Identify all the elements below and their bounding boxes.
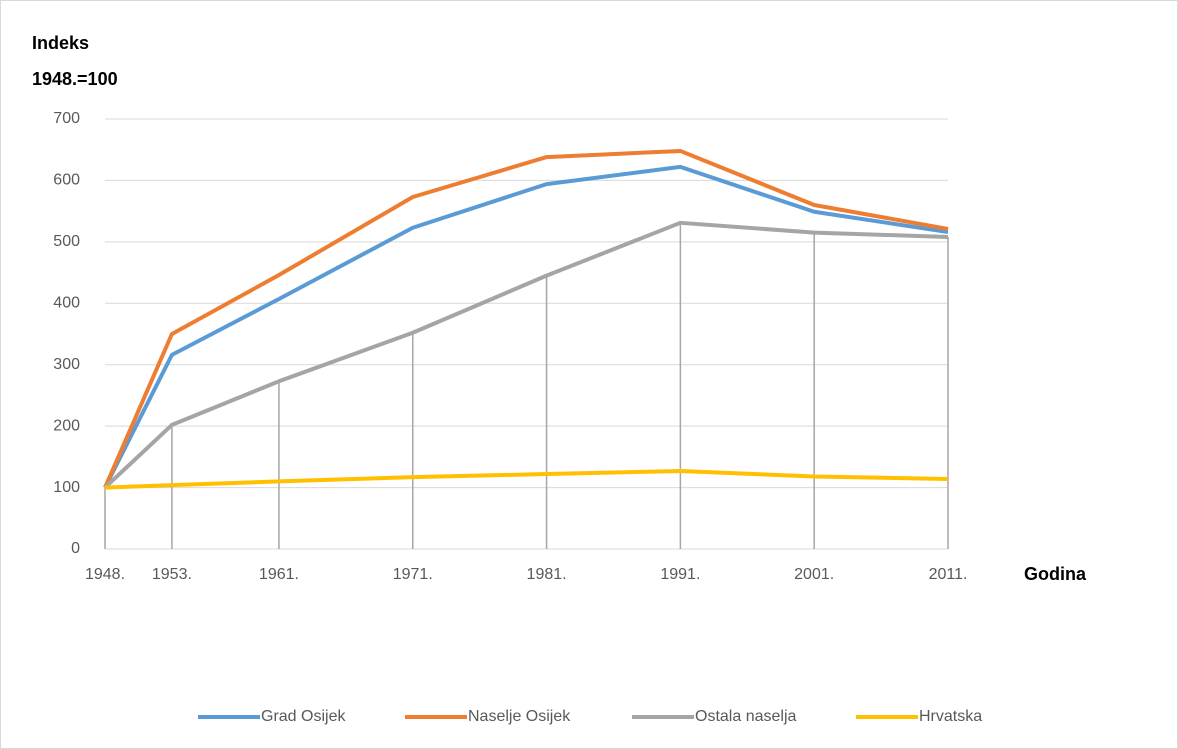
x-tick-label: 1971. (393, 566, 433, 583)
x-tick-label: 1953. (152, 566, 192, 583)
series-line (103, 148, 949, 489)
y-tick-label: 300 (53, 356, 80, 373)
x-tick-label: 2011. (929, 566, 968, 583)
x-tick-label: 1948. (85, 566, 125, 583)
y-tick-label: 0 (71, 540, 80, 557)
x-tick-label: 2001. (794, 566, 834, 583)
y-tick-label: 100 (53, 479, 80, 496)
y-axis-label: Indeks (32, 33, 89, 53)
y-tick-label: 600 (53, 172, 80, 189)
y-tick-label: 400 (53, 295, 80, 312)
series-line (103, 220, 949, 490)
y-tick-label: 200 (53, 417, 80, 434)
series-line (104, 468, 949, 490)
y-tick-label: 500 (53, 233, 80, 250)
legend-label: Hrvatska (919, 708, 982, 725)
x-tick-label: 1961. (259, 566, 299, 583)
legend-label: Ostala naselja (695, 708, 796, 725)
y-axis-label: 1948.=100 (32, 69, 118, 89)
legend-label: Grad Osijek (261, 708, 346, 725)
legend-label: Naselje Osijek (468, 708, 571, 725)
y-tick-label: 700 (53, 110, 80, 127)
x-tick-label: 1981. (527, 566, 567, 583)
x-axis-label: Godina (1024, 564, 1087, 584)
series-line (103, 164, 949, 489)
x-tick-label: 1991. (660, 566, 700, 583)
